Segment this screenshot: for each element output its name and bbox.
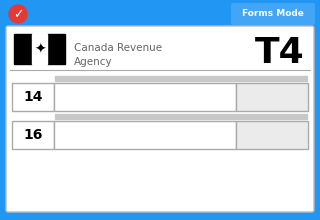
- Text: Forms Mode: Forms Mode: [242, 9, 304, 18]
- Bar: [55, 76, 307, 81]
- Bar: [54, 121, 236, 149]
- Bar: [54, 83, 236, 111]
- Text: T4: T4: [255, 36, 305, 70]
- Bar: [12, 121, 54, 149]
- FancyBboxPatch shape: [231, 3, 315, 25]
- Bar: [55, 114, 307, 119]
- Bar: [236, 121, 308, 149]
- Text: 14: 14: [23, 90, 43, 104]
- Text: Canada Revenue
Agency: Canada Revenue Agency: [74, 43, 162, 67]
- Bar: [47, 34, 65, 64]
- Bar: [32, 34, 47, 64]
- Bar: [14, 34, 32, 64]
- Text: 16: 16: [23, 128, 43, 142]
- Bar: [236, 83, 308, 111]
- Bar: [0, 0, 320, 28]
- Text: ✦: ✦: [34, 43, 46, 57]
- Text: ✓: ✓: [13, 8, 23, 21]
- Bar: [12, 83, 54, 111]
- Circle shape: [9, 5, 27, 23]
- FancyBboxPatch shape: [6, 26, 314, 212]
